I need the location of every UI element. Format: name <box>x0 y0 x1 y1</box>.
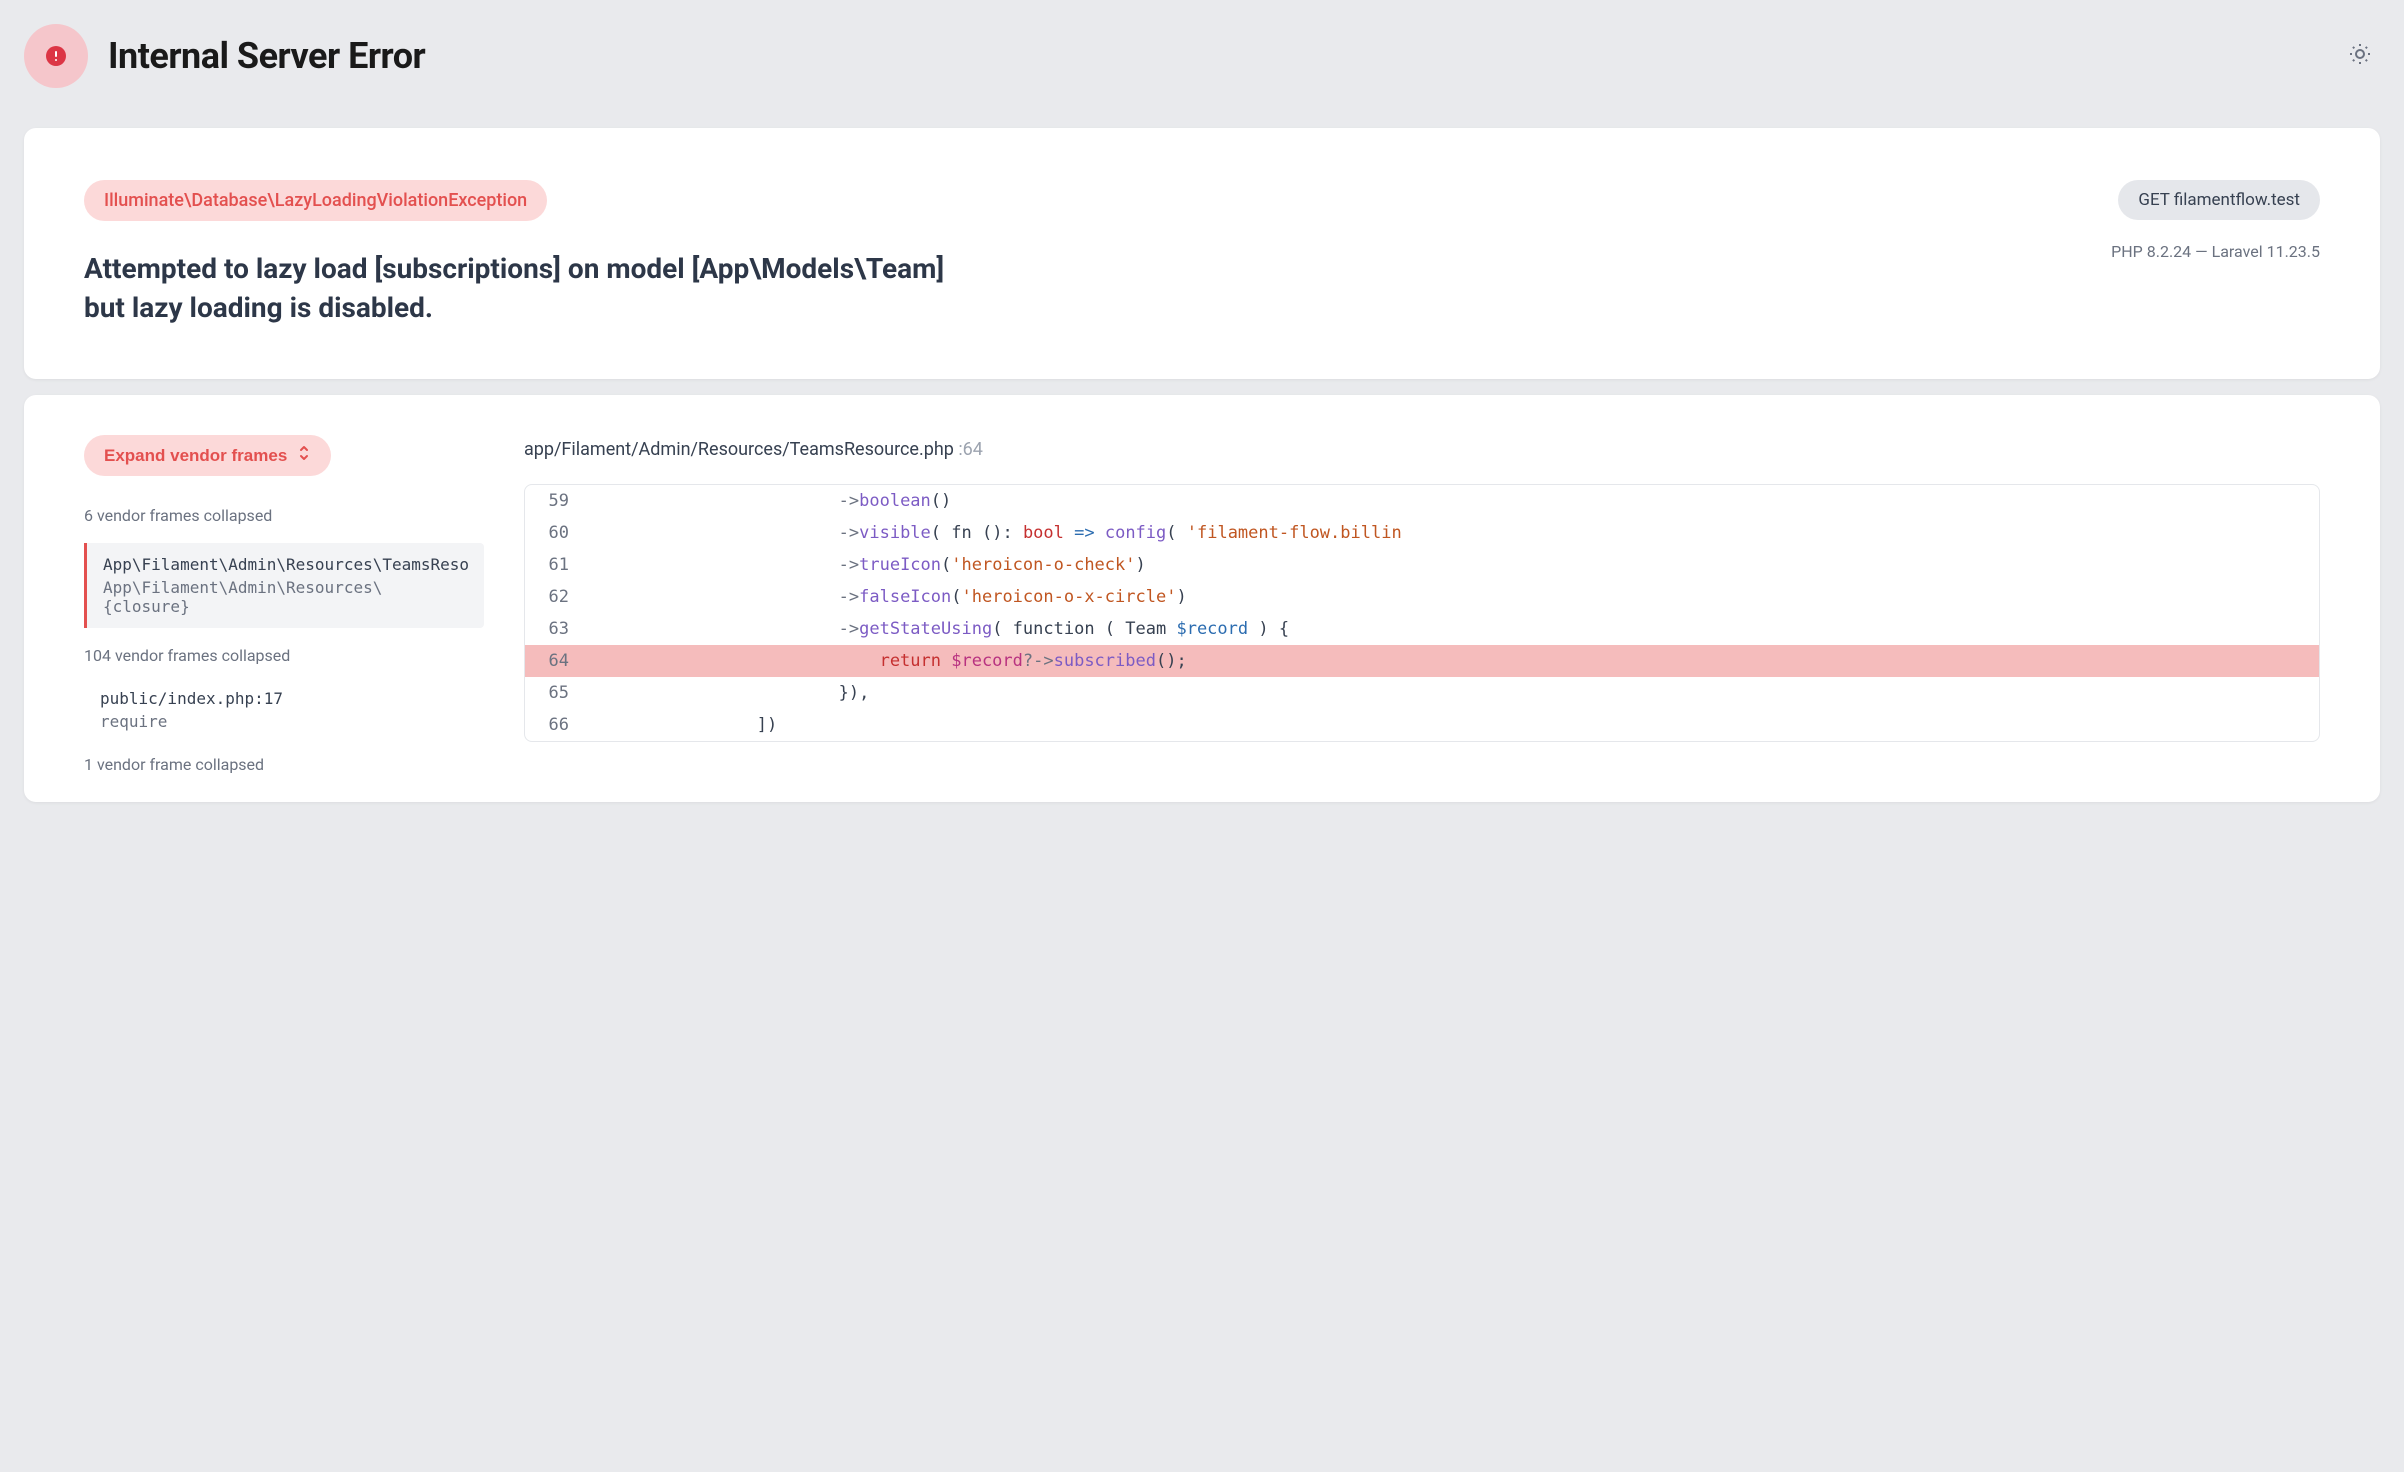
line-content: ->getStateUsing( function ( Team $record… <box>585 613 2319 645</box>
line-content: }), <box>585 677 2319 709</box>
exception-right: GET filamentflow.test PHP 8.2.24 — Larav… <box>2111 180 2320 261</box>
exception-message: Attempted to lazy load [subscriptions] o… <box>84 249 984 327</box>
collapsed-frames-bottom[interactable]: 1 vendor frame collapsed <box>84 747 484 782</box>
line-content: return $record?->subscribed(); <box>585 645 2319 677</box>
sun-icon <box>2348 42 2372 66</box>
code-line: 64 return $record?->subscribed(); <box>525 645 2319 677</box>
line-number: 59 <box>525 485 585 517</box>
exception-top: Illuminate\Database\LazyLoadingViolation… <box>84 180 2320 327</box>
line-number: 63 <box>525 613 585 645</box>
exception-class-badge: Illuminate\Database\LazyLoadingViolation… <box>84 180 547 221</box>
exception-card: Illuminate\Database\LazyLoadingViolation… <box>24 128 2380 379</box>
code-line: 65 }), <box>525 677 2319 709</box>
entry-frame-location: public/index.php:17 <box>100 689 468 708</box>
line-number: 60 <box>525 517 585 549</box>
line-number: 62 <box>525 581 585 613</box>
entry-frame-sub: require <box>100 712 468 731</box>
environment-info: PHP 8.2.24 — Laravel 11.23.5 <box>2111 242 2320 261</box>
request-method: GET <box>2138 190 2169 210</box>
code-line: 62 ->falseIcon('heroicon-o-x-circle') <box>525 581 2319 613</box>
entry-frame[interactable]: public/index.php:17 require <box>84 677 484 743</box>
trace-sidebar: Expand vendor frames 6 vendor frames col… <box>84 435 484 782</box>
line-number: 64 <box>525 645 585 677</box>
collapsed-frames-mid[interactable]: 104 vendor frames collapsed <box>84 638 484 673</box>
expand-vendor-frames-button[interactable]: Expand vendor frames <box>84 435 331 476</box>
code-block: 59 ->boolean()60 ->visible( fn (): bool … <box>524 484 2320 742</box>
code-line: 66 ]) <box>525 709 2319 741</box>
line-content: ->trueIcon('heroicon-o-check') <box>585 549 2319 581</box>
source-file-path: app/Filament/Admin/Resources/TeamsResour… <box>524 435 2320 460</box>
line-content: ]) <box>585 709 2319 741</box>
code-line: 61 ->trueIcon('heroicon-o-check') <box>525 549 2319 581</box>
code-line: 63 ->getStateUsing( function ( Team $rec… <box>525 613 2319 645</box>
line-content: ->visible( fn (): bool => config( 'filam… <box>585 517 2319 549</box>
header-left: Internal Server Error <box>24 24 425 88</box>
code-line: 59 ->boolean() <box>525 485 2319 517</box>
page-header: Internal Server Error <box>0 0 2404 112</box>
theme-toggle-button[interactable] <box>2340 34 2380 78</box>
line-number: 66 <box>525 709 585 741</box>
collapsed-frames-top[interactable]: 6 vendor frames collapsed <box>84 498 484 533</box>
stack-trace-card: Expand vendor frames 6 vendor frames col… <box>24 395 2380 802</box>
exception-left: Illuminate\Database\LazyLoadingViolation… <box>84 180 2071 327</box>
line-number: 65 <box>525 677 585 709</box>
error-icon <box>24 24 88 88</box>
line-content: ->boolean() <box>585 485 2319 517</box>
active-frame-sub: App\Filament\Admin\Resources\{closure} <box>103 578 468 616</box>
request-host: filamentflow.test <box>2174 190 2300 210</box>
exclamation-icon <box>46 46 66 66</box>
page-title: Internal Server Error <box>108 35 425 77</box>
php-version: PHP 8.2.24 <box>2111 242 2191 261</box>
source-file-line: :64 <box>958 439 983 460</box>
request-badge: GET filamentflow.test <box>2118 180 2320 220</box>
active-frame-location: App\Filament\Admin\Resources\TeamsResour… <box>103 555 468 574</box>
framework-version: Laravel 11.23.5 <box>2212 242 2320 261</box>
trace-main: app/Filament/Admin/Resources/TeamsResour… <box>524 435 2320 782</box>
expand-label: Expand vendor frames <box>104 446 287 466</box>
active-frame[interactable]: App\Filament\Admin\Resources\TeamsResour… <box>84 543 484 628</box>
code-line: 60 ->visible( fn (): bool => config( 'fi… <box>525 517 2319 549</box>
line-number: 61 <box>525 549 585 581</box>
line-content: ->falseIcon('heroicon-o-x-circle') <box>585 581 2319 613</box>
chevron-up-down-icon <box>297 445 311 466</box>
